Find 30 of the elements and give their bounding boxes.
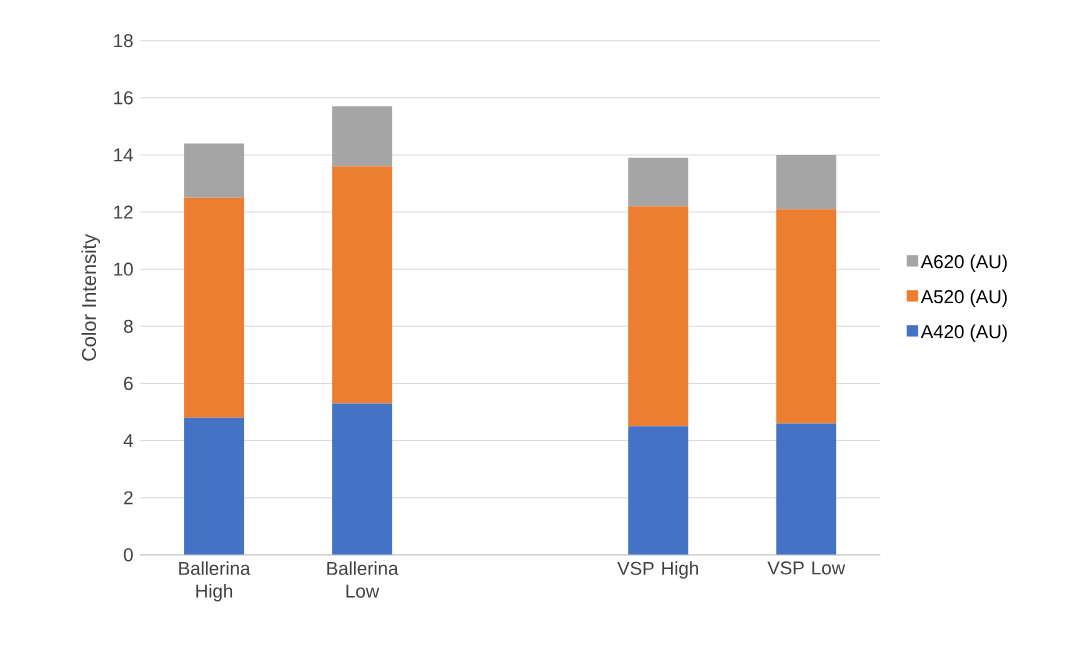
bar [776,423,837,556]
y-tick-label: 8 [123,319,133,334]
bar [776,209,837,424]
y-tick-label: 6 [124,377,133,391]
y-tick-label: 12 [114,205,133,219]
legend-label: A620 (AU) [920,254,1007,273]
y-tick-label: 2 [124,491,133,505]
y-axis-title: Color Intensity [81,234,101,361]
y-tick-label: 18 [114,34,133,48]
bar [332,106,393,167]
bar [184,143,245,199]
y-tick-label: 0 [123,548,133,562]
bar [184,417,245,556]
y-tick-label: 16 [114,91,133,105]
x-tick-label: Ballerina High [179,561,251,602]
bar [332,403,393,556]
bar [628,426,689,556]
bar [184,198,245,418]
bar [776,155,837,210]
bar [628,206,689,427]
x-tick-label: Ballerina Low [327,561,399,598]
legend-label: A420 (AU) [920,324,1007,343]
y-tick-label: 14 [114,148,133,162]
x-tick-label: VSP High [617,561,698,579]
bar [628,158,689,207]
legend-label: A520 (AU) [920,289,1007,308]
x-tick-label: VSP Low [767,561,846,575]
y-tick-label: 10 [114,262,133,277]
y-tick-label: 4 [123,434,133,448]
bar [332,166,393,404]
